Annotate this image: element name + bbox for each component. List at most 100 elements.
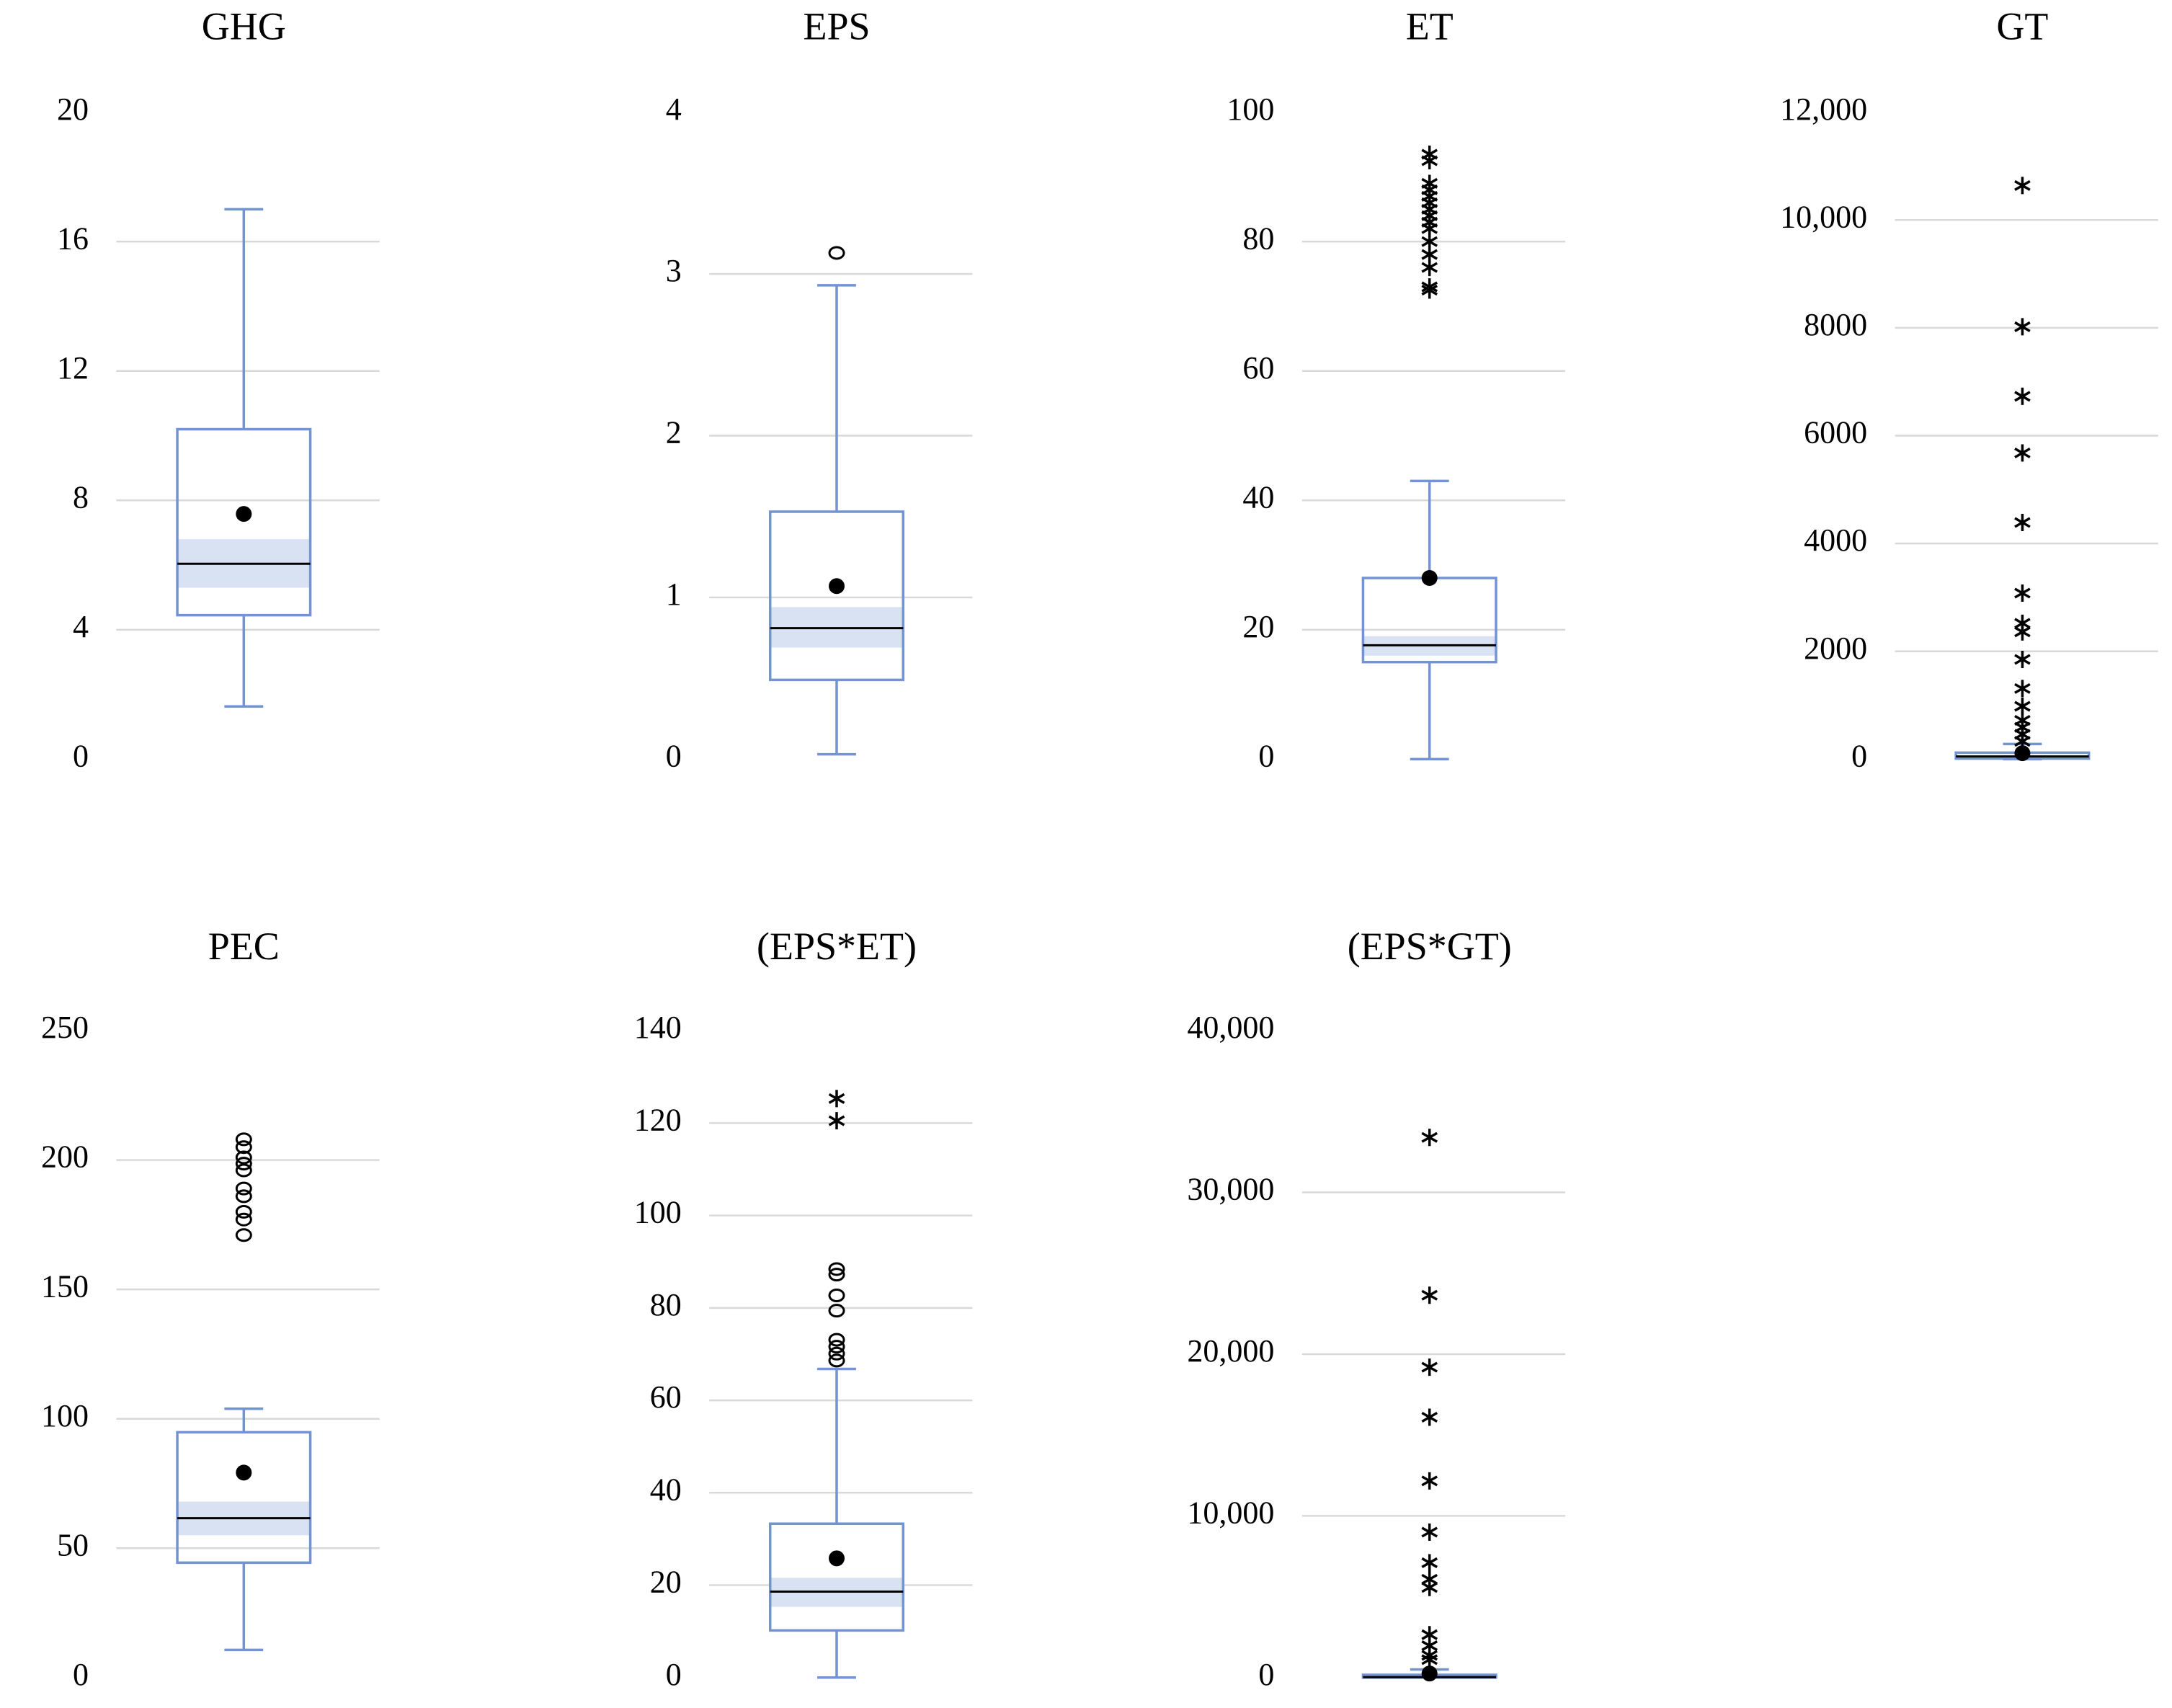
y-tick-label: 0 (666, 738, 682, 773)
outlier-circle (235, 1212, 252, 1227)
y-tick-label: 8000 (1804, 307, 1867, 342)
y-tick-label: 40 (650, 1472, 682, 1507)
y-tick-label: 10,000 (1187, 1495, 1274, 1530)
outlier-star (1421, 1524, 1438, 1542)
outlier-circle (828, 1353, 845, 1368)
y-tick-label: 50 (57, 1527, 89, 1562)
y-tick-label: 80 (1242, 221, 1274, 256)
y-tick-label: 100 (41, 1398, 89, 1433)
outlier-star (1421, 1472, 1438, 1490)
y-tick-label: 0 (666, 1657, 682, 1692)
chart-title: ET (1406, 5, 1454, 48)
outlier-star (2014, 444, 2031, 462)
outlier-circle (235, 1132, 252, 1147)
outlier-circle (828, 246, 845, 260)
outlier-circle (828, 1262, 845, 1276)
y-tick-label: 12,000 (1780, 92, 1867, 127)
outlier-star (2014, 387, 2031, 405)
y-tick-label: 60 (1242, 350, 1274, 386)
y-tick-label: 20,000 (1187, 1333, 1274, 1369)
chart-title: (EPS*GT) (1348, 925, 1512, 968)
box (176, 427, 312, 617)
y-tick-label: 0 (1258, 1657, 1274, 1692)
y-tick-label: 0 (1258, 738, 1274, 773)
mean-marker (829, 578, 845, 595)
outlier-star (828, 1090, 845, 1108)
box (176, 1431, 312, 1565)
outlier-star (2014, 623, 2031, 641)
outlier-star (1421, 281, 1438, 299)
outlier-circle (828, 1268, 845, 1282)
y-tick-label: 2 (666, 415, 682, 450)
y-tick-label: 0 (1851, 738, 1867, 773)
y-tick-label: 4 (666, 92, 682, 127)
y-tick-label: 40,000 (1187, 1010, 1274, 1045)
outlier-star (2014, 650, 2031, 668)
y-tick-label: 10,000 (1780, 199, 1867, 234)
y-tick-label: 200 (41, 1139, 89, 1175)
mean-marker (236, 1464, 252, 1481)
y-tick-label: 40 (1242, 479, 1274, 515)
y-tick-label: 20 (650, 1565, 682, 1600)
box (768, 510, 905, 682)
y-tick-label: 20 (57, 92, 89, 127)
y-tick-label: 250 (41, 1010, 89, 1045)
y-tick-label: 3 (666, 253, 682, 288)
y-tick-label: 30,000 (1187, 1172, 1274, 1207)
outlier-circle (235, 1204, 252, 1219)
outlier-star (2014, 177, 2031, 195)
outlier-circle (828, 1346, 845, 1361)
outlier-circle (828, 1304, 845, 1318)
outlier-circle (828, 1289, 845, 1303)
y-tick-label: 2000 (1804, 631, 1867, 666)
y-tick-label: 150 (41, 1268, 89, 1304)
outlier-star (1421, 1554, 1438, 1572)
outlier-star (1421, 1578, 1438, 1596)
outlier-star (2014, 680, 2031, 698)
outlier-star (1421, 152, 1438, 170)
chart-title: GT (1996, 5, 2048, 48)
outlier-star (2014, 584, 2031, 602)
y-tick-label: 1 (666, 577, 682, 612)
outlier-star (1421, 1286, 1438, 1304)
outlier-circle (828, 1340, 845, 1354)
outlier-star (1421, 1129, 1438, 1147)
y-tick-label: 6000 (1804, 415, 1867, 450)
mean-marker (236, 506, 252, 522)
y-tick-label: 80 (650, 1287, 682, 1322)
y-tick-label: 140 (634, 1010, 682, 1045)
outlier-circle (235, 1181, 252, 1196)
outlier-star (1421, 259, 1438, 277)
y-tick-label: 12 (57, 350, 89, 386)
chart-title: EPS (803, 5, 870, 48)
mean-marker (1421, 1665, 1438, 1682)
outlier-circle (235, 1163, 252, 1178)
outlier-star (1421, 1408, 1438, 1426)
y-tick-label: 100 (1227, 92, 1274, 127)
y-tick-label: 100 (634, 1195, 682, 1230)
y-tick-label: 4000 (1804, 522, 1867, 558)
mean-marker (1421, 570, 1438, 587)
chart-title: PEC (208, 925, 280, 968)
outlier-circle (828, 1333, 845, 1347)
outlier-circle (235, 1189, 252, 1204)
mean-marker (2014, 745, 2031, 762)
outlier-star (2014, 732, 2031, 750)
y-tick-label: 16 (57, 221, 89, 256)
y-tick-label: 20 (1242, 609, 1274, 644)
chart-title: GHG (202, 5, 286, 48)
y-tick-label: 0 (73, 738, 89, 773)
outlier-circle (235, 1150, 252, 1165)
outlier-circle (235, 1157, 252, 1171)
y-tick-label: 120 (634, 1102, 682, 1137)
outlier-circle (235, 1228, 252, 1242)
y-tick-label: 0 (73, 1657, 89, 1692)
outlier-circle (235, 1140, 252, 1155)
chart-title: (EPS*ET) (757, 925, 917, 968)
outlier-star (1421, 1358, 1438, 1376)
y-tick-label: 4 (73, 609, 89, 644)
y-tick-label: 60 (650, 1379, 682, 1415)
y-tick-label: 8 (73, 479, 89, 515)
